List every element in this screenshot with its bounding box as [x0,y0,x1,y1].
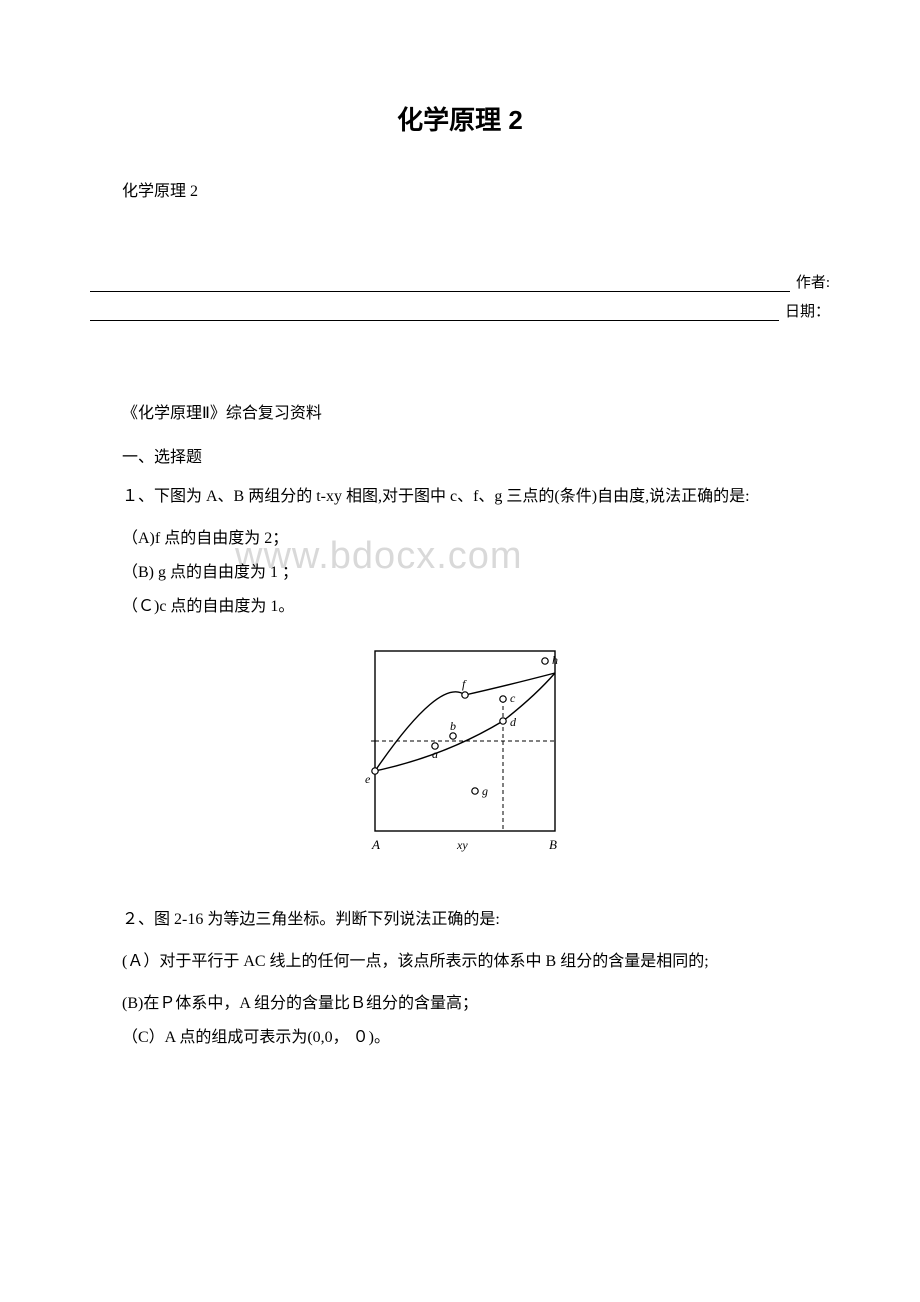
figure-1-wrap: h c f d ba g e A Bxy [90,631,830,876]
page-title: 化学原理 2 [90,100,830,137]
svg-text:h: h [552,653,558,667]
svg-text:a: a [432,747,438,761]
svg-text:b: b [450,719,456,733]
q2-option-b: (B)在Ｐ体系中，A 组分的含量比Ｂ组分的含量高； [90,990,830,1018]
q1-option-c: （Ｃ)c 点的自由度为 1。 [122,598,294,615]
section-label: 一、选择题 [90,443,830,467]
svg-text:B: B [549,837,557,852]
date-line: 日期： [90,300,830,321]
q2-option-c: （C）A 点的组成可表示为(0,0， ０)。 [90,1024,830,1052]
svg-text:e: e [365,772,371,786]
q2-stem: ２、图 2-16 为等边三角坐标。判断下列说法正确的是: [90,906,830,934]
svg-text:f: f [462,677,467,691]
q2-option-a: (Ａ）对于平行于 AC 线上的任何一点，该点所表示的体系中 B 组分的含量是相同… [90,948,830,976]
spacer [90,329,830,399]
q1-options: www.bdocx.com （A)f 点的自由度为 2； （B) g 点的自由度… [90,525,830,621]
author-label: 作者: [796,271,830,292]
svg-text:xy: xy [456,838,468,852]
q1-stem: １、下图为 A、B 两组分的 t-xy 相图,对于图中 c、f、g 三点的(条件… [90,483,830,511]
date-label: 日期： [785,300,830,321]
svg-text:d: d [510,715,517,729]
subtitle-text: 化学原理 2 [90,177,830,201]
section-header: 《化学原理Ⅱ》综合复习资料 [90,399,830,423]
author-underline [90,277,790,292]
svg-text:A: A [371,837,380,852]
svg-text:g: g [482,784,488,798]
author-line: 作者: [90,271,830,292]
figure-1-phase-diagram: h c f d ba g e A Bxy [345,631,575,871]
q1-option-a: （A)f 点的自由度为 2； [122,530,288,547]
svg-text:c: c [510,691,516,705]
q1-option-b: （B) g 点的自由度为 1 ； [122,564,298,581]
date-underline [90,306,779,321]
